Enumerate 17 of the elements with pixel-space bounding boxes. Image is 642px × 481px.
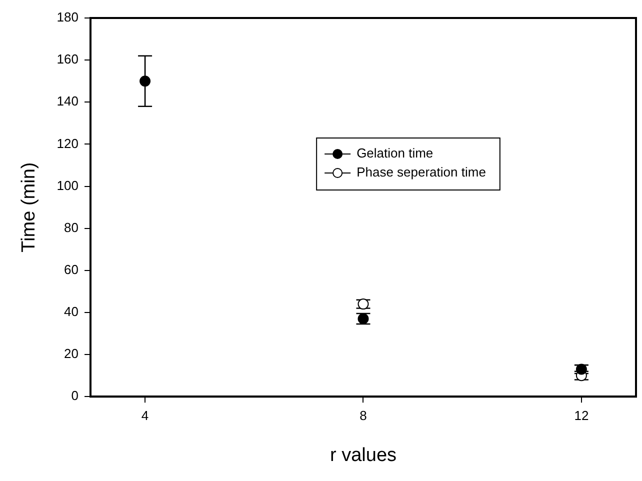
y-tick-label: 20 bbox=[64, 346, 78, 362]
y-tick-label: 0 bbox=[71, 388, 78, 404]
y-tick-label: 160 bbox=[56, 52, 78, 67]
y-tick-label: 120 bbox=[56, 136, 78, 151]
legend-label: Gelation time bbox=[356, 146, 434, 161]
y-axis-title: Time (min) bbox=[18, 162, 40, 252]
y-tick-label: 80 bbox=[64, 220, 78, 235]
y-tick-label: 100 bbox=[56, 178, 78, 193]
y-tick-label: 60 bbox=[64, 262, 78, 277]
y-tick-label: 180 bbox=[56, 10, 78, 25]
x-tick-label: 8 bbox=[360, 408, 367, 423]
y-tick-label: 140 bbox=[56, 94, 78, 109]
x-tick-label: 12 bbox=[574, 408, 589, 423]
x-tick-label: 4 bbox=[141, 408, 149, 423]
y-tick-label: 40 bbox=[64, 304, 78, 320]
legend-label: Phase seperation time bbox=[356, 164, 486, 180]
x-axis-title: r values bbox=[330, 444, 397, 466]
